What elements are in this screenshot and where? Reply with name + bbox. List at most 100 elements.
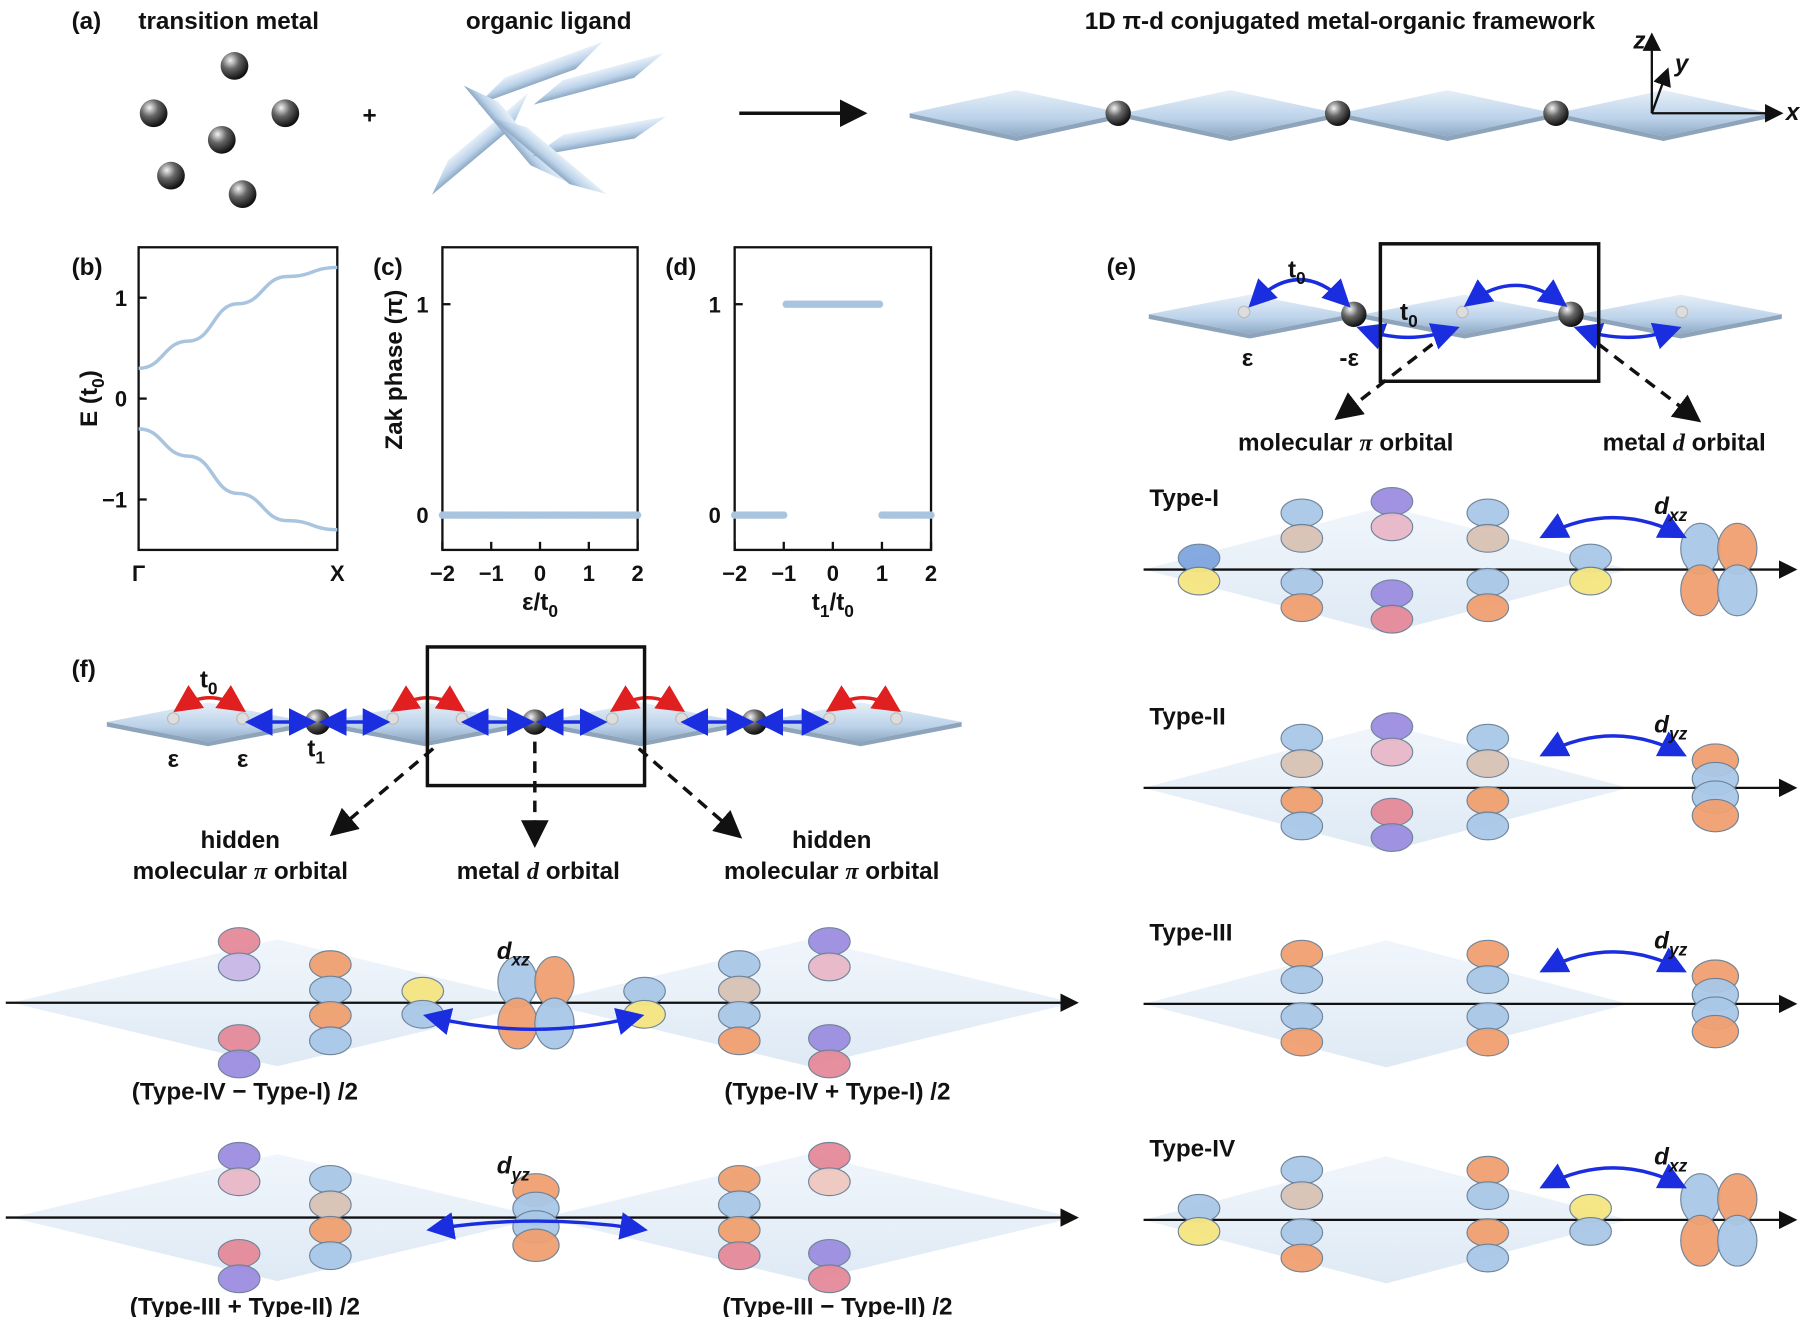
x-tick-label: 0 — [534, 561, 546, 586]
axis-x-label: x — [1784, 99, 1801, 126]
label-hidden-pi-orbital-a: molecular — [133, 858, 254, 885]
pi-site — [1456, 305, 1469, 319]
x-axis-label-base: ε/t — [522, 589, 548, 616]
plot-frame — [137, 246, 339, 552]
ligand-fragment — [489, 117, 607, 194]
orbital-lobe — [1466, 939, 1510, 969]
pi-site — [386, 712, 400, 725]
x-tick-label: 1 — [583, 561, 595, 586]
axis-y-label: y — [1674, 51, 1690, 78]
orbital-lobe — [217, 1049, 261, 1079]
y-tick-label: 1 — [416, 292, 428, 317]
label-metal-d-orbital-pi: d — [527, 858, 540, 885]
label-epsilon: ε — [168, 746, 180, 773]
panel-label-d: (d) — [665, 254, 696, 281]
orbital-lobe — [1177, 566, 1221, 596]
hopping-arrow — [1539, 947, 1687, 973]
figure-content: (a) transition metal organic ligand 1D π-d … — [5, 8, 1801, 1317]
orbital-lobe — [1370, 579, 1414, 609]
label-d-orbital-base: d — [1654, 711, 1670, 738]
orbital-lobe — [1466, 1155, 1510, 1185]
orbital-lobe — [1717, 1214, 1758, 1267]
x-axis-label: ε/t0 — [522, 589, 558, 621]
label-combination-right: (Type-III − Type-II) /2 — [722, 1294, 952, 1317]
label-type-1: Type-I — [1149, 485, 1219, 512]
label-d-orbital: dxz — [1654, 1143, 1687, 1175]
plus-sign: + — [363, 103, 377, 130]
label-hidden-pi-orbital: molecular π orbital — [133, 858, 348, 885]
plot-frame — [733, 246, 933, 552]
orbital-lobe — [1280, 939, 1324, 969]
label-hidden: hidden — [792, 827, 871, 854]
label-neg-epsilon: -ε — [1339, 345, 1359, 372]
hopping-arrow — [426, 1212, 648, 1240]
orbital-lobe — [401, 999, 445, 1029]
orbital-lobe — [1280, 1027, 1324, 1057]
orbital-lobe — [808, 927, 851, 956]
x-axis-label: t1/t0 — [812, 589, 854, 621]
y-axis-label-energy-sub: 0 — [88, 378, 108, 388]
zak-phase-point — [927, 511, 935, 519]
orbital-lobe — [217, 1264, 261, 1294]
label-d-orbital: dyz — [1654, 927, 1687, 959]
label-d-orbital-base: d — [497, 938, 513, 965]
ligand-fragment — [532, 116, 667, 157]
orbital-lobe — [1717, 564, 1758, 617]
label-d-orbital: dxz — [497, 938, 530, 970]
y-tick-label: 0 — [115, 387, 127, 412]
orbital-lobe — [1280, 1181, 1324, 1211]
x-tick-label: 2 — [632, 561, 644, 586]
plate-face — [909, 90, 1124, 137]
band-upper — [138, 265, 338, 371]
orbital-lobe — [512, 1228, 560, 1263]
label-d-orbital: dxz — [1654, 493, 1687, 525]
orbital-lobe — [1466, 749, 1510, 779]
label-t1-sub: 1 — [315, 748, 325, 768]
label-epsilon: ε — [237, 746, 249, 773]
orbital-lobe — [1569, 566, 1612, 596]
zak-phase-point — [875, 300, 884, 308]
label-t0-base: t — [1400, 299, 1408, 326]
x-axis-label-base: t — [812, 589, 820, 616]
label-hidden: hidden — [201, 827, 280, 854]
metal-atom — [1341, 301, 1367, 327]
ligand-plate — [540, 702, 743, 747]
ligand-fragment — [533, 53, 664, 105]
metal-atom — [157, 161, 185, 190]
x-axis-label-sub2: 0 — [844, 601, 854, 621]
orbital-lobe — [308, 1241, 352, 1271]
x-tick-label: −2 — [722, 561, 747, 586]
ligand-plate — [1556, 90, 1771, 142]
orbital-lobe — [217, 952, 261, 982]
dashed-arrow — [637, 747, 743, 839]
label-molecular-pi-orbital-b: orbital — [1373, 430, 1454, 457]
label-hidden-pi-orbital-b: orbital — [267, 858, 348, 885]
plot-frame — [441, 246, 639, 552]
ligand-face — [532, 116, 667, 157]
label-d-orbital-sub: xz — [511, 950, 531, 970]
y-axis-arrow — [1650, 67, 1671, 114]
x-tick-label: 1 — [876, 561, 888, 586]
orbital-lobe — [308, 1215, 352, 1245]
orbital-lobe — [1280, 567, 1324, 597]
orbital-lobe — [1280, 965, 1324, 995]
orbital-lobe — [1177, 1217, 1221, 1246]
pi-site — [1237, 305, 1251, 319]
orbital-lobe — [1280, 523, 1324, 553]
orbital-lobe — [308, 1000, 352, 1030]
ligand-face — [489, 117, 607, 194]
x-tick-label: −1 — [479, 561, 504, 586]
hopping-arrow — [1539, 731, 1687, 757]
x-tick-label-x: X — [330, 561, 345, 586]
panel-label-f: (f) — [72, 656, 96, 683]
hopping-t0-arrow — [1356, 323, 1460, 350]
orbital-lobe — [308, 1026, 352, 1056]
orbital-lobe — [1466, 1002, 1510, 1032]
orbital-lobe — [808, 1049, 851, 1079]
plate-edge — [909, 113, 1124, 142]
label-d-orbital-sub: yz — [511, 1165, 531, 1185]
label-metal-d-orbital-b: orbital — [539, 858, 620, 885]
orbital-lobe — [808, 1024, 851, 1053]
label-d-orbital-sub: xz — [1668, 1155, 1688, 1175]
